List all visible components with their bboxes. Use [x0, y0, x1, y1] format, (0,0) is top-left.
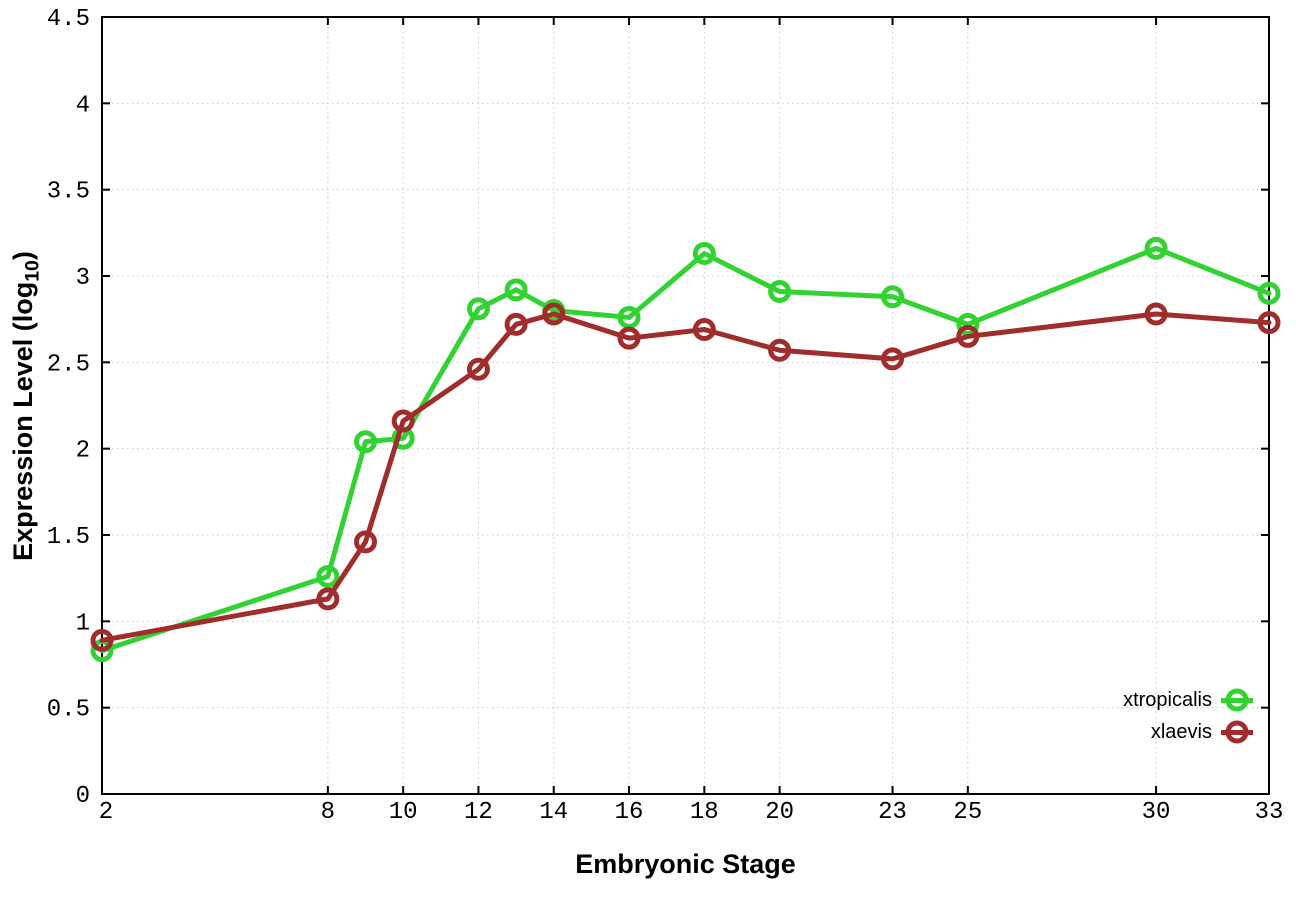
data-point-xtropicalis	[504, 278, 528, 302]
data-point-xtropicalis	[316, 564, 340, 588]
y-tick-label: 3.5	[47, 179, 90, 206]
legend-item-xlaevis: xlaevis	[1151, 717, 1253, 747]
y-tick-label: 4.5	[47, 6, 90, 33]
legend-item-xtropicalis: xtropicalis	[1123, 685, 1253, 715]
x-tick-label: 2	[99, 799, 113, 826]
data-point-xtropicalis	[1257, 281, 1281, 305]
data-point-xlaevis	[504, 312, 528, 336]
y-tick-labels: 0 0.5 1 1.5 2 2.5 3 3.5 4 4.5	[47, 6, 90, 810]
y-tick-label: 3	[76, 265, 90, 292]
y-axis-title-subscript: 10	[21, 260, 44, 282]
legend: xtropicalis xlaevis	[1123, 685, 1253, 747]
data-point-xtropicalis	[354, 430, 378, 454]
legend-marker-xlaevis-icon	[1221, 720, 1253, 744]
y-tick-label: 2.5	[47, 351, 90, 378]
x-tick-label: 30	[1142, 799, 1171, 826]
x-tick-label: 10	[389, 799, 418, 826]
data-point-xlaevis	[391, 409, 415, 433]
legend-marker-xtropicalis-icon	[1221, 688, 1253, 712]
series-line-xlaevis	[99, 311, 1272, 643]
x-tick-label: 33	[1255, 799, 1284, 826]
data-point-xtropicalis	[956, 312, 980, 336]
gridlines	[101, 16, 1270, 795]
data-point-xtropicalis	[881, 285, 905, 309]
data-point-xlaevis	[768, 338, 792, 362]
y-axis-title-suffix: )	[8, 251, 38, 261]
y-tick-label: 1	[76, 610, 90, 637]
series-xlaevis	[90, 302, 1281, 652]
data-point-xlaevis	[881, 347, 905, 371]
y-axis-title-main: Expression Level (log	[8, 281, 38, 561]
data-point-xtropicalis	[768, 280, 792, 304]
x-tick-label: 25	[953, 799, 982, 826]
data-point-xlaevis	[1257, 311, 1281, 335]
y-axis-title: Expression Level (log10)	[8, 251, 44, 561]
y-tick-label: 0.5	[47, 697, 90, 724]
data-point-xlaevis	[90, 628, 114, 652]
legend-label-xtropicalis: xtropicalis	[1123, 688, 1212, 711]
data-point-xtropicalis	[466, 297, 490, 321]
x-tick-label: 18	[690, 799, 719, 826]
data-point-xtropicalis	[617, 305, 641, 329]
data-point-xtropicalis	[692, 242, 716, 266]
data-point-xlaevis	[956, 324, 980, 348]
x-tick-label: 20	[765, 799, 794, 826]
legend-label-xlaevis: xlaevis	[1150, 720, 1212, 743]
x-tick-label: 12	[464, 799, 493, 826]
data-point-xlaevis	[617, 326, 641, 350]
x-tick-labels: 2 8 10 12 14 16 18 20 23 25 30 33	[99, 799, 1284, 826]
series-line-xtropicalis	[99, 245, 1272, 654]
x-tick-label: 23	[878, 799, 907, 826]
data-point-xlaevis	[542, 302, 566, 326]
y-tick-label: 2	[76, 438, 90, 465]
data-point-xlaevis	[692, 318, 716, 342]
x-tick-label: 16	[615, 799, 644, 826]
data-point-xlaevis	[354, 530, 378, 554]
x-axis-title: Embryonic Stage	[575, 849, 796, 879]
x-tick-label: 8	[321, 799, 335, 826]
y-tick-label: 1.5	[47, 524, 90, 551]
series-xtropicalis	[90, 236, 1281, 663]
plot-border	[101, 16, 1270, 795]
x-tick-label: 14	[539, 799, 568, 826]
data-point-xtropicalis	[1144, 236, 1168, 260]
data-point-xlaevis	[316, 587, 340, 611]
axis-ticks	[101, 16, 1270, 795]
data-point-xlaevis	[466, 357, 490, 381]
data-point-xlaevis	[1144, 302, 1168, 326]
y-tick-label: 0	[76, 783, 90, 810]
y-tick-label: 4	[76, 92, 90, 119]
